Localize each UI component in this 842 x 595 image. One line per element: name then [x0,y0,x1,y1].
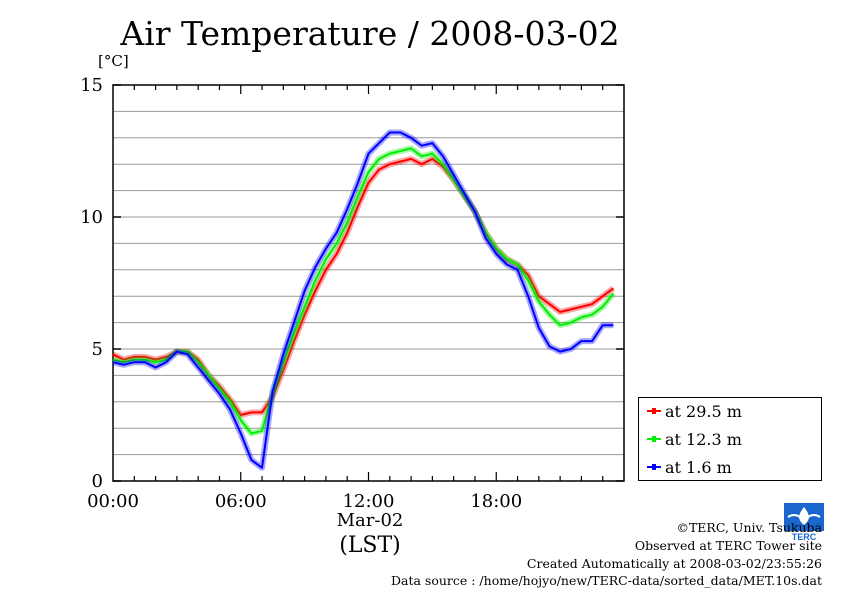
y-axis-unit-label: [°C] [98,52,129,70]
chart-legend: at 29.5 m at 12.3 m at 1.6 m [638,397,822,481]
legend-item-29-5m: at 29.5 m [647,400,742,422]
footer-copyright: ©TERC, Univ. Tsukuba [676,520,822,535]
y-tick-label: 15 [80,75,103,96]
x-axis-date-label: Mar-02 [336,510,404,531]
x-tick-label: 12:00 [343,491,395,512]
y-tick-label: 5 [92,339,103,360]
logo-text: TERC [792,532,817,541]
series-line [112,147,615,435]
y-tick-label: 10 [80,207,103,228]
legend-item-1-6m: at 1.6 m [647,456,732,478]
series-line [112,131,614,469]
plot-frame [112,84,625,482]
x-tick-label: 00:00 [87,491,139,512]
legend-label: at 1.6 m [665,457,732,477]
footer-observed: Observed at TERC Tower site [634,538,822,553]
legend-swatch-red [647,408,661,414]
legend-swatch-blue [647,464,661,470]
chart-title: Air Temperature / 2008-03-02 [120,14,620,53]
footer-source: Data source : /home/hojyo/new/TERC-data/… [390,573,822,588]
terc-logo-icon: TERC [784,503,824,541]
x-axis-timezone-label: (LST) [339,533,401,558]
footer-created: Created Automatically at 2008-03-02/23:5… [526,556,822,571]
y-tick-label: 0 [92,471,103,492]
series-line-halo [111,155,616,418]
x-tick-label: 18:00 [470,491,522,512]
series-line [112,157,614,416]
legend-label: at 12.3 m [665,429,742,449]
legend-swatch-green [647,436,661,442]
legend-item-12-3m: at 12.3 m [647,428,742,450]
x-tick-label: 06:00 [215,491,267,512]
legend-label: at 29.5 m [665,401,742,421]
